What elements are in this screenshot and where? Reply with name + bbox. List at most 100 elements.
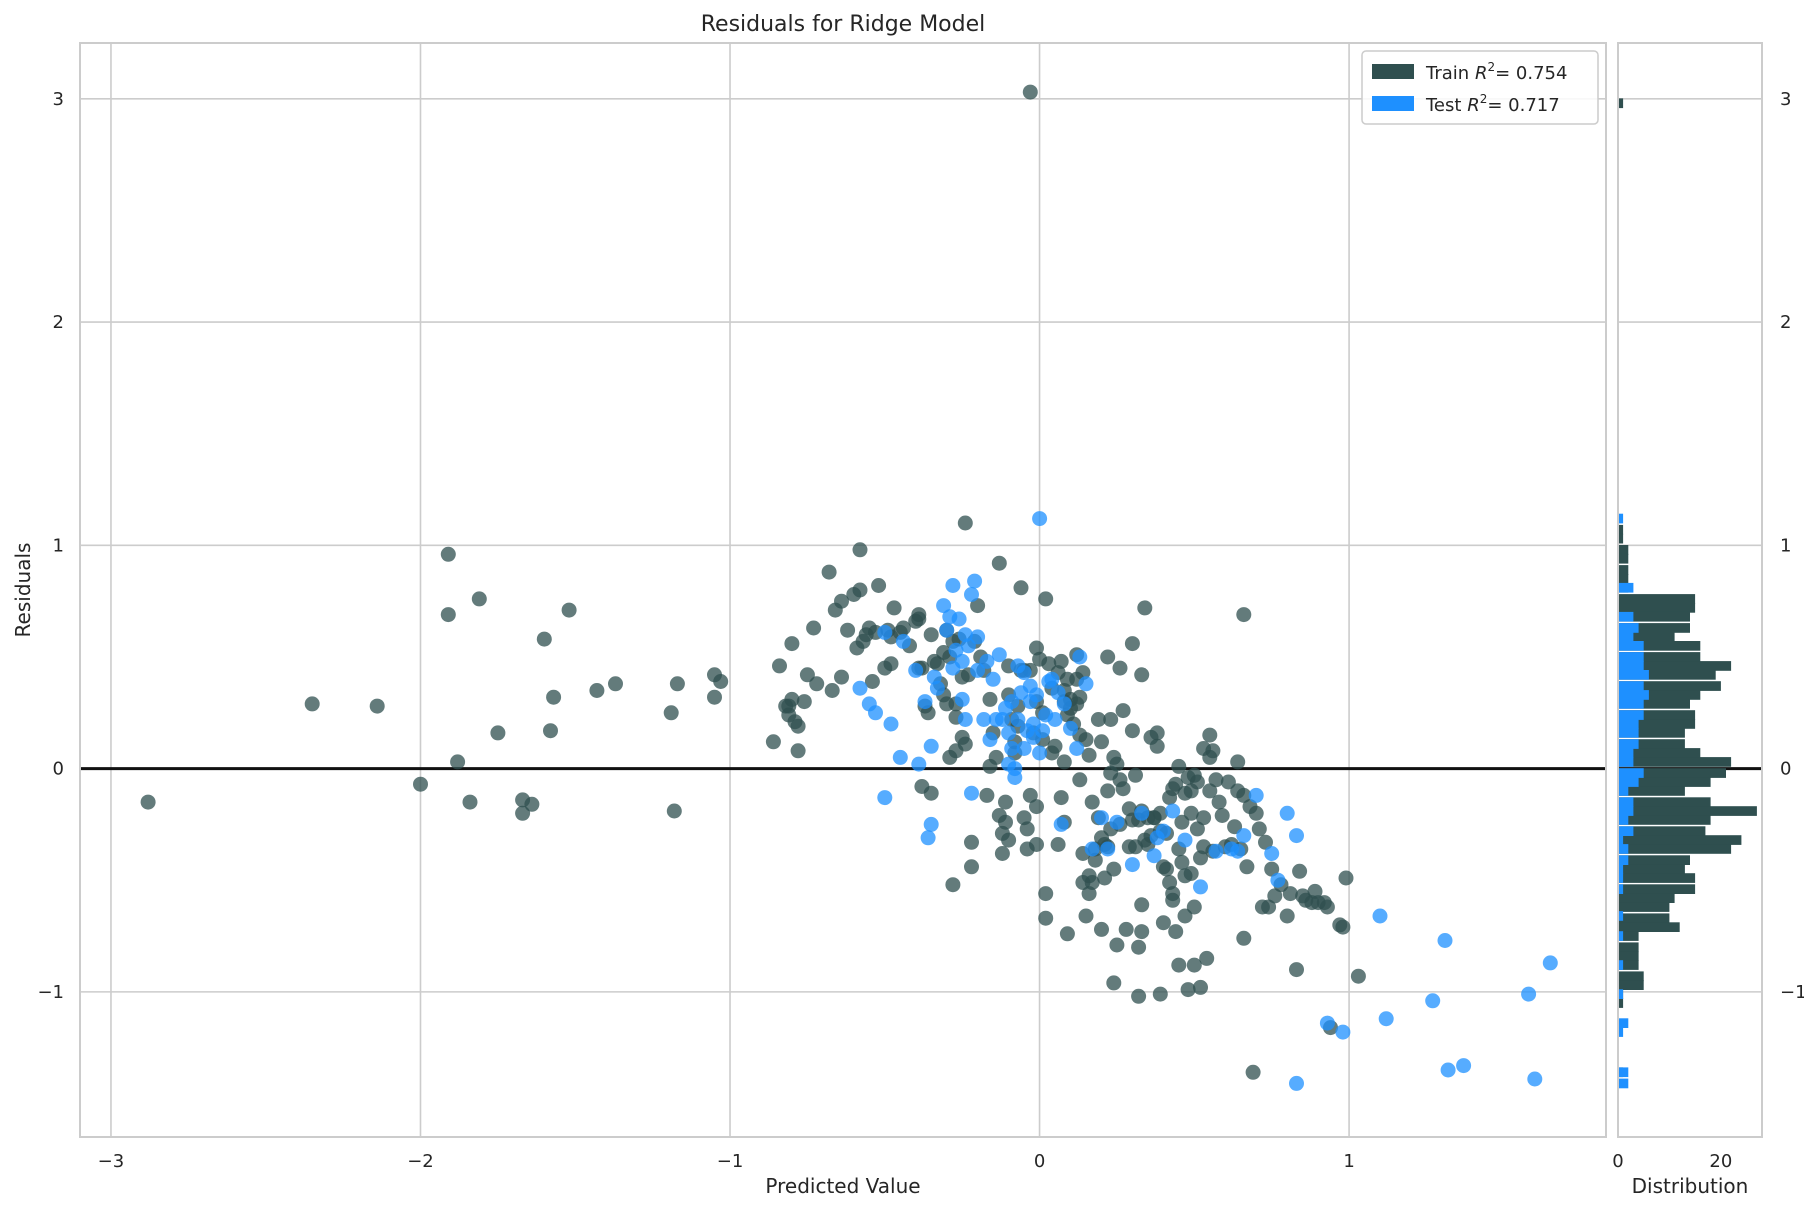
- y-tick-label: 1: [53, 535, 64, 556]
- train-residual-point: [1230, 754, 1246, 770]
- test-residual-point: [945, 578, 961, 593]
- test-residual-point: [892, 749, 908, 765]
- test-residual-point: [895, 633, 911, 649]
- train-residual-point: [140, 794, 156, 810]
- test-residual-point: [964, 587, 979, 602]
- test-residual-point: [1236, 828, 1252, 844]
- train-residual-point: [1134, 897, 1150, 913]
- test-residual-point: [970, 662, 986, 678]
- train-residual-point: [1202, 727, 1218, 743]
- scatter-points: [140, 84, 1558, 1091]
- test-histogram-bar: [1618, 632, 1634, 642]
- train-residual-point: [1159, 861, 1174, 877]
- train-residual-point: [1131, 939, 1147, 955]
- legend-label-test: Test R2= 0.717: [1425, 92, 1560, 116]
- train-histogram-bar: [1618, 806, 1757, 816]
- train-residual-point: [1193, 979, 1208, 995]
- train-histogram-bar: [1618, 960, 1639, 970]
- train-residual-point: [1264, 861, 1280, 877]
- test-residual-point: [1319, 1015, 1335, 1031]
- train-residual-point: [1202, 783, 1218, 799]
- train-residual-point: [1152, 986, 1168, 1002]
- test-residual-point: [957, 712, 973, 727]
- test-residual-point: [1072, 649, 1088, 665]
- legend: Train R2= 0.754 Test R2= 0.717: [1361, 50, 1599, 125]
- test-residual-point: [911, 756, 927, 772]
- train-histogram-bar: [1618, 533, 1624, 544]
- train-residual-point: [1112, 660, 1128, 676]
- train-residual-point: [1292, 863, 1308, 879]
- train-residual-point: [964, 859, 979, 875]
- test-residual-point: [1456, 1058, 1472, 1074]
- test-residual-point: [1050, 685, 1066, 701]
- train-residual-point: [1038, 910, 1054, 926]
- train-residual-point: [796, 694, 812, 710]
- train-residual-point: [1180, 982, 1196, 998]
- train-histogram-bar: [1618, 951, 1639, 961]
- train-residual-point: [1267, 888, 1283, 904]
- test-residual-point: [1124, 857, 1140, 873]
- train-residual-point: [1251, 821, 1267, 837]
- train-residual-point: [1245, 1064, 1261, 1080]
- test-histogram-bar: [1618, 670, 1649, 680]
- train-residual-point: [1220, 774, 1236, 790]
- train-residual-point: [1047, 738, 1063, 754]
- train-residual-point: [1149, 738, 1165, 754]
- train-residual-point: [1239, 859, 1255, 875]
- test-residual-point: [939, 622, 955, 638]
- test-residual-point: [1289, 1075, 1304, 1091]
- train-histogram-bar: [1618, 748, 1701, 758]
- test-residual-point: [1425, 993, 1441, 1009]
- histogram-frame: [1617, 42, 1763, 1138]
- test-histogram-bar: [1618, 777, 1639, 787]
- train-histogram-bar: [1618, 931, 1639, 941]
- test-residual-point: [982, 732, 998, 748]
- residuals-scatter-plot: −3 −2 −1 0 1 −1 0 1 2 3 Residuals for Ridge Mode…: [11, 12, 1607, 1198]
- y-tick-labels: −1 0 1 2 3: [37, 89, 64, 1003]
- train-residual-point: [589, 683, 605, 698]
- train-residual-point: [1094, 921, 1109, 937]
- train-residual-point: [1350, 968, 1366, 984]
- train-histogram-bar: [1618, 786, 1685, 796]
- test-histogram-bar: [1618, 931, 1624, 941]
- train-histogram-bar: [1618, 524, 1624, 535]
- test-residual-point: [1063, 720, 1078, 736]
- train-residual-point: [982, 691, 998, 707]
- train-residual-point: [1100, 649, 1116, 665]
- test-residual-point: [1010, 712, 1026, 727]
- test-residual-point: [1155, 823, 1171, 839]
- train-residual-point: [1050, 837, 1066, 852]
- train-residual-point: [957, 736, 973, 752]
- train-residual-point: [772, 658, 787, 674]
- train-residual-point: [1109, 756, 1125, 772]
- test-residual-point: [1208, 843, 1224, 859]
- test-residual-point: [1230, 843, 1246, 859]
- train-residual-point: [852, 582, 868, 598]
- train-residual-point: [1072, 689, 1088, 705]
- plot-frame: [79, 42, 1607, 1138]
- train-residual-point: [1236, 930, 1252, 946]
- test-residual-point: [1056, 696, 1072, 712]
- train-residual-point: [765, 734, 781, 750]
- train-residual-point: [834, 593, 849, 609]
- test-histogram-bar: [1618, 757, 1634, 767]
- train-residual-point: [1174, 854, 1190, 870]
- legend-label-train: Train R2= 0.754: [1425, 60, 1567, 84]
- train-histogram-bar: [1618, 913, 1670, 924]
- train-residual-point: [1155, 915, 1171, 931]
- test-histogram-bar: [1618, 855, 1629, 865]
- train-residual-point: [561, 602, 577, 618]
- train-residual-point: [883, 656, 899, 672]
- test-residual-point: [923, 738, 939, 754]
- test-residual-point: [1437, 933, 1453, 948]
- test-residual-point: [954, 691, 970, 707]
- train-residual-point: [1261, 899, 1277, 915]
- train-residual-point: [1038, 886, 1054, 902]
- test-residual-point: [1521, 986, 1537, 1002]
- test-residual-point: [1372, 908, 1388, 924]
- test-histogram-bar: [1618, 1078, 1629, 1089]
- test-residual-point: [1004, 741, 1020, 756]
- train-residual-point: [1171, 758, 1187, 774]
